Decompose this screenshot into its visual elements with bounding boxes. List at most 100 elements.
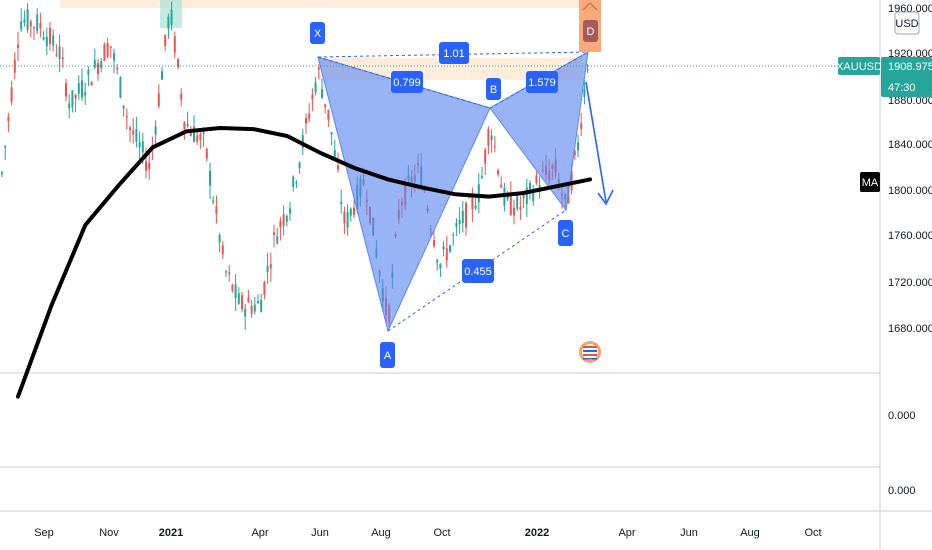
price-label-1880: 1880.000 — [888, 95, 932, 107]
candle-body — [77, 83, 80, 94]
ratio-label-bd-bg[interactable] — [526, 71, 558, 93]
candle-body — [260, 299, 263, 313]
time-axis[interactable]: Sep Nov 2021 Apr Jun Aug Oct 2022 Apr Ju… — [34, 527, 821, 539]
candle-body — [23, 19, 26, 23]
point-label-b-bg[interactable] — [486, 78, 501, 100]
candle-body — [183, 121, 186, 130]
candle-body — [311, 94, 314, 100]
candle-body — [253, 304, 256, 312]
ratio-label-xd: 1.01 — [443, 48, 464, 60]
up-arrow-icon — [582, 2, 598, 11]
symbol-tag-bg[interactable] — [838, 57, 880, 75]
candle-body — [164, 34, 167, 47]
candle-body — [279, 220, 282, 228]
candle-body — [36, 14, 39, 31]
candle-body — [61, 57, 64, 60]
harmonic-pattern[interactable] — [317, 51, 589, 333]
candle-body — [97, 63, 99, 75]
candle-body — [490, 135, 493, 141]
candle-body — [493, 146, 496, 148]
candle-body — [52, 35, 55, 46]
candle-body — [573, 150, 576, 156]
candle-body — [439, 264, 442, 269]
candle-body — [349, 208, 352, 216]
price-tag-bg[interactable] — [881, 57, 932, 97]
candle-body — [132, 130, 135, 135]
candle-body — [68, 103, 71, 109]
candle-body — [276, 236, 279, 244]
candle-body — [90, 82, 93, 86]
candle-body — [218, 234, 221, 243]
ratio-label-bd: 1.579 — [528, 77, 556, 89]
candle-body — [455, 222, 458, 227]
us-flag-event-icon[interactable] — [579, 341, 601, 363]
candle-body — [7, 116, 10, 122]
time-label: Oct — [804, 527, 821, 539]
candle-body — [71, 90, 74, 108]
candle-body — [154, 126, 157, 135]
candle-body — [215, 206, 218, 214]
candle-body — [289, 208, 291, 214]
candle-body — [445, 248, 448, 261]
resistance-zone — [318, 58, 583, 80]
candle-body — [519, 207, 522, 210]
ma-line[interactable] — [16, 125, 592, 399]
candle-body — [39, 23, 42, 29]
candle-body — [199, 134, 202, 141]
candle-body — [10, 87, 13, 103]
ratio-label-ac-bg[interactable] — [462, 259, 494, 283]
candle-body — [228, 272, 231, 275]
currency-button[interactable] — [894, 11, 920, 35]
candle-body — [173, 36, 176, 53]
candle-body — [321, 89, 323, 98]
point-label-c: C — [562, 228, 570, 240]
candle-body — [461, 210, 464, 223]
candle-body — [212, 200, 215, 203]
price-axis[interactable]: 1960.000 1920.000 1880.000 1840.000 1800… — [888, 3, 932, 335]
ratio-label-xb-bg[interactable] — [391, 71, 423, 93]
candle-body — [167, 16, 170, 29]
candle-body — [234, 284, 237, 299]
ratio-label-xd-bg[interactable] — [439, 42, 469, 64]
candle-body — [1, 172, 3, 174]
time-label-year: 2021 — [159, 527, 183, 539]
candle-body — [500, 184, 503, 188]
time-label: Jun — [311, 527, 329, 539]
candle-body — [465, 202, 467, 228]
candle-body — [250, 306, 253, 314]
candle-body — [42, 37, 45, 40]
candle-body — [113, 53, 115, 61]
candle-body — [119, 77, 122, 98]
candle-body — [93, 60, 96, 68]
candle-body — [209, 170, 211, 186]
candle-body — [122, 105, 125, 109]
candle-body — [196, 135, 199, 142]
candle-body — [282, 214, 285, 226]
candle-body — [13, 59, 16, 73]
countdown: 47:30 — [888, 82, 916, 94]
time-label: Apr — [618, 527, 635, 539]
point-label-a: A — [384, 350, 392, 362]
candle-body — [4, 146, 7, 148]
candle-body — [577, 142, 579, 151]
candle-body — [487, 129, 490, 146]
point-label-a-bg[interactable] — [380, 342, 395, 368]
candle-body — [516, 196, 519, 209]
point-label-c-bg[interactable] — [558, 220, 573, 246]
candle-body — [449, 245, 451, 252]
candle-body — [305, 118, 307, 124]
candle-body — [45, 37, 48, 47]
candle-body — [292, 176, 295, 187]
candle-body — [58, 46, 61, 59]
candle-body — [161, 71, 163, 80]
candle-body — [513, 207, 515, 216]
candle-body — [317, 67, 320, 70]
ma-tag-bg[interactable] — [860, 172, 880, 192]
candle-body — [340, 201, 343, 205]
candle-body — [81, 80, 83, 98]
candle-body — [177, 59, 179, 68]
candle-body — [522, 195, 525, 199]
point-label-x-bg[interactable] — [310, 22, 325, 44]
projection-arrow[interactable] — [585, 81, 607, 203]
